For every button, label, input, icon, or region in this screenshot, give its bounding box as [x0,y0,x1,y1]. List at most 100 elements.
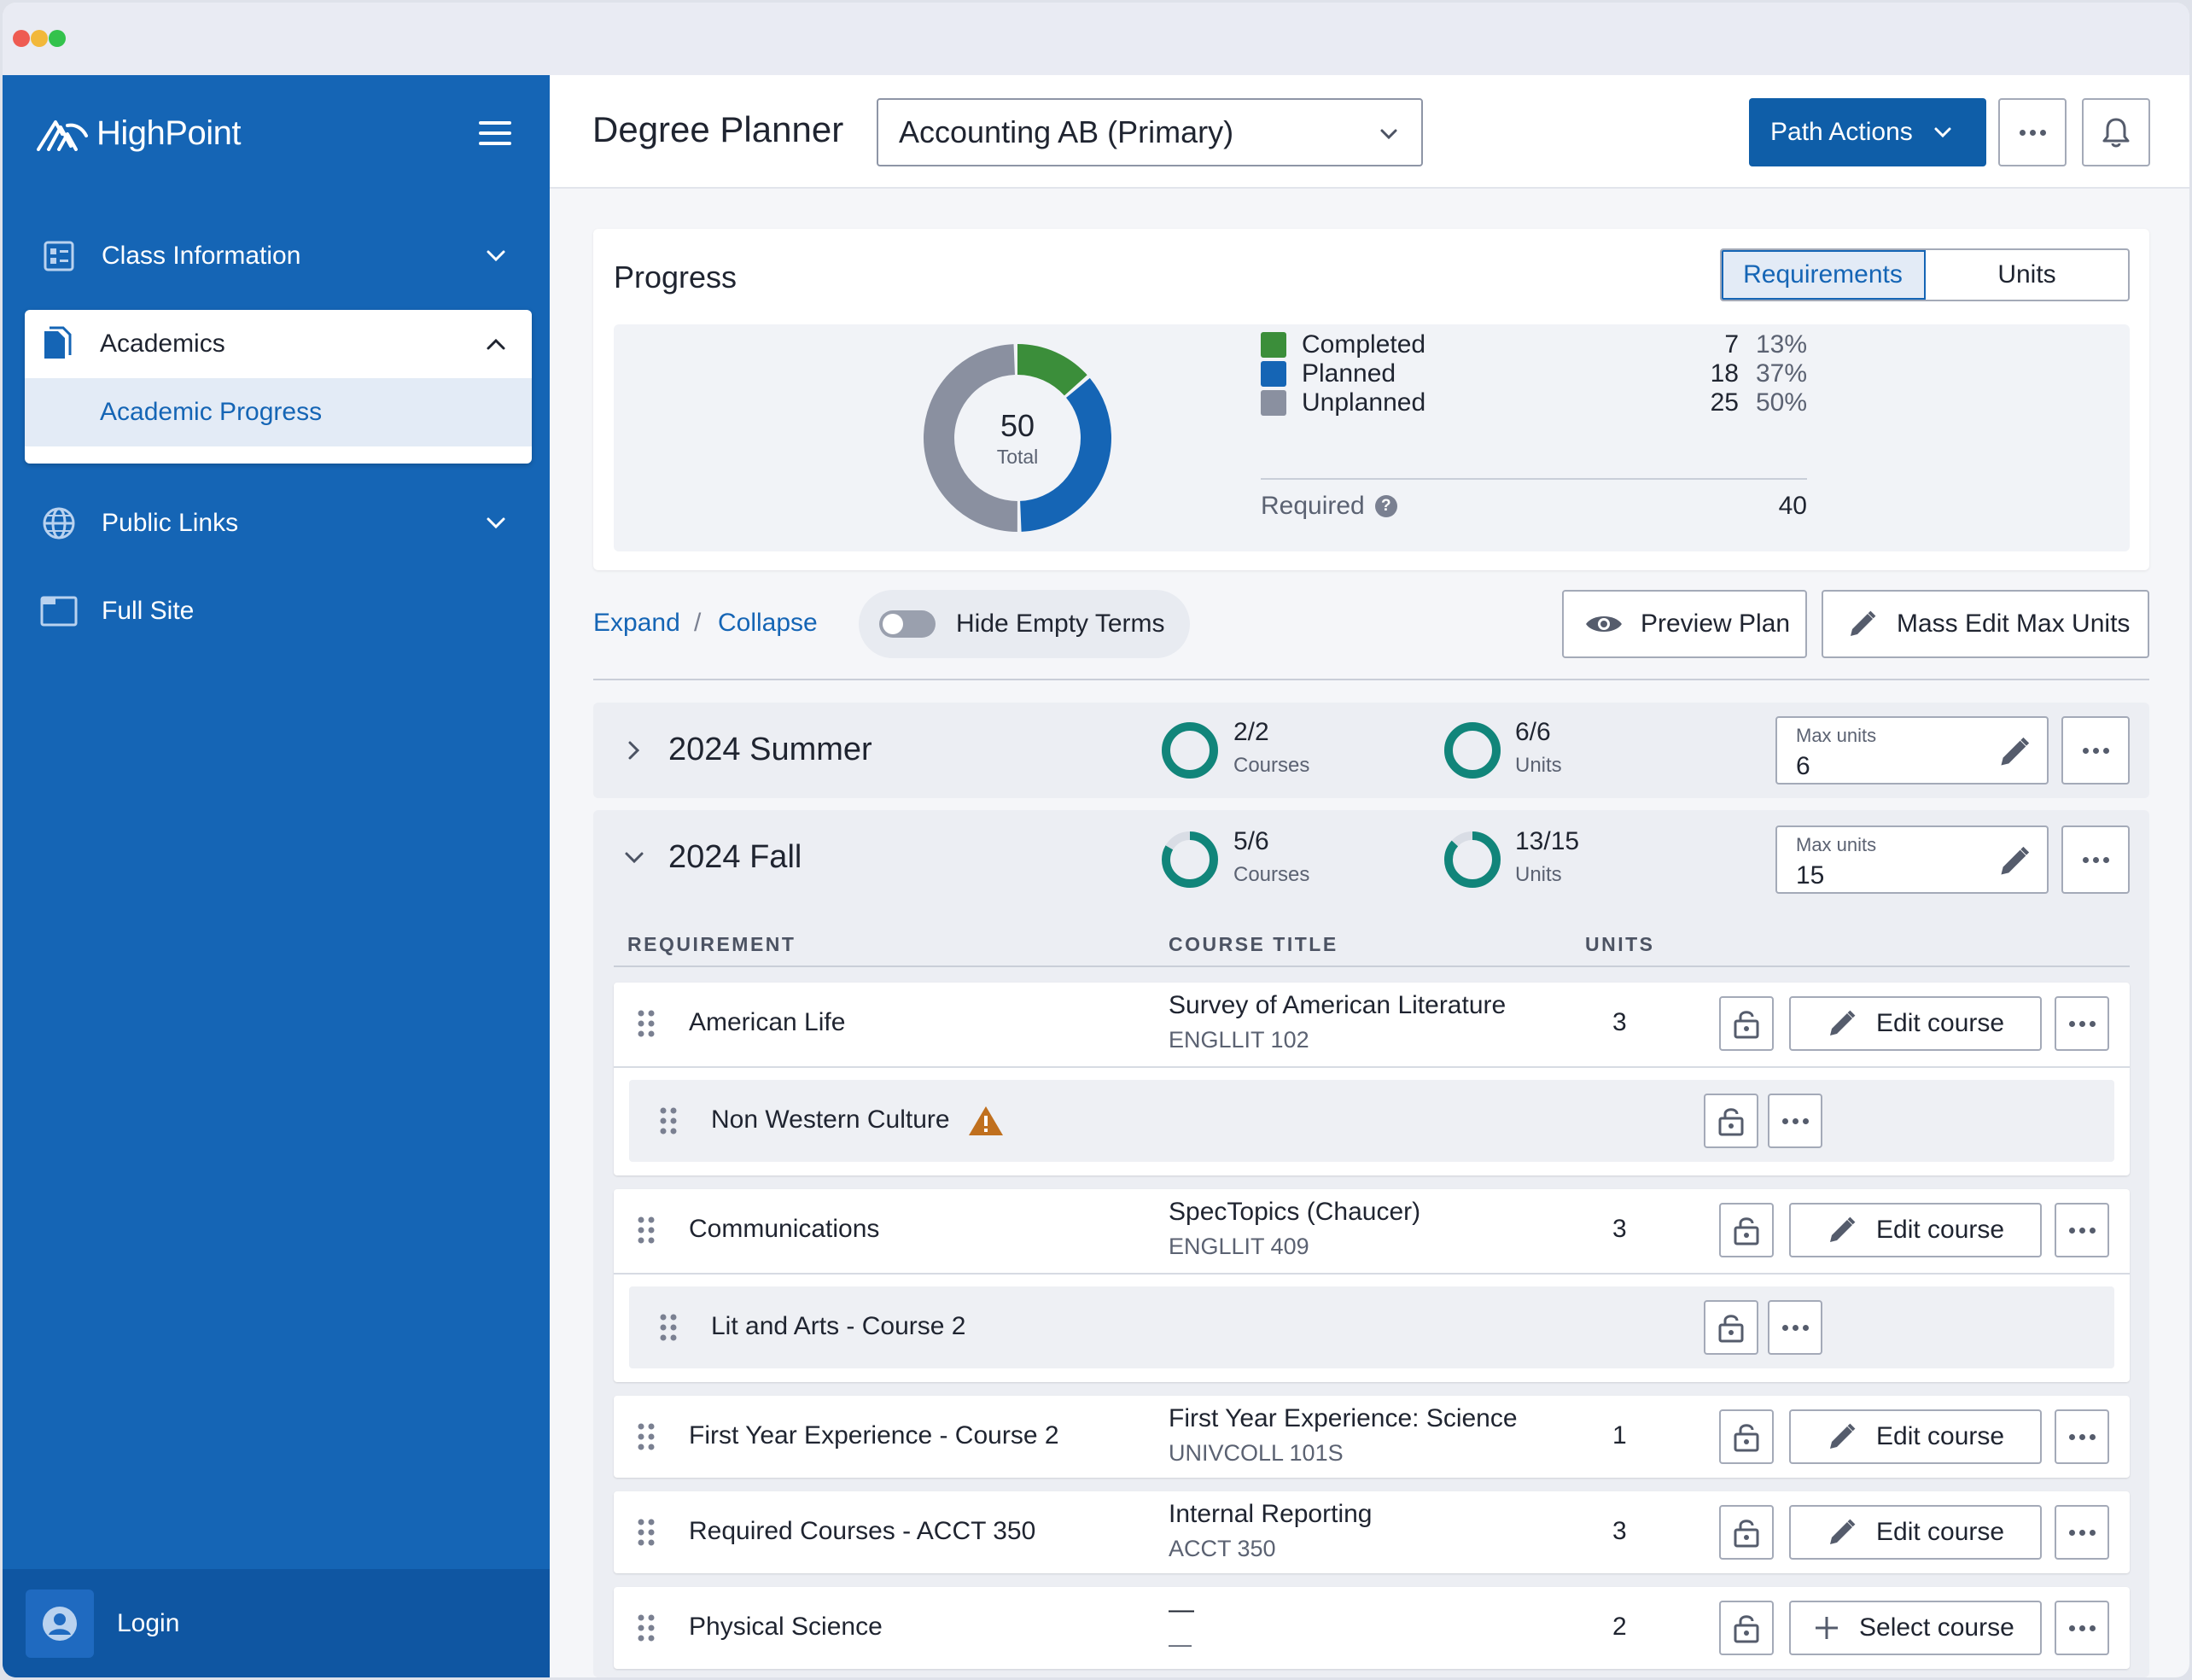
nav-academics-group: Academics Academic Progress [25,310,532,464]
requirement-name: Non Western Culture [711,1105,950,1134]
chevron-down-icon [487,250,505,262]
collapse-link[interactable]: Collapse [718,609,818,637]
pencil-icon[interactable] [1997,844,2032,878]
ellipsis-icon [2082,747,2109,754]
mass-edit-max-units-button[interactable]: Mass Edit Max Units [1822,590,2149,658]
term-more-button[interactable] [2061,716,2130,785]
nav-academic-progress[interactable]: Academic Progress [25,378,532,446]
pencil-icon[interactable] [1997,735,2032,769]
legend-name: Planned [1302,359,1396,388]
lock-button[interactable] [1719,996,1774,1051]
legend-percent: 13% [1755,330,1807,359]
login-bar[interactable]: Login [3,1569,550,1677]
toolbar-separator: / [694,609,702,637]
progress-donut-chart [924,344,1111,532]
donut-segment-unplanned [924,344,1111,532]
row-more-button[interactable] [2055,996,2109,1051]
requirement-group: Communications SpecTopics (Chaucer) ENGL… [614,1189,2130,1382]
edit-course-button[interactable]: Edit course [1789,996,2042,1051]
courses-progress-ring [1162,831,1218,888]
units-label: Units [1515,754,1562,777]
row-more-button[interactable] [2055,1505,2109,1560]
table-row: Lit and Arts - Course 2 [629,1286,2114,1368]
hide-empty-terms-toggle[interactable]: Hide Empty Terms [859,590,1190,658]
units-value: 2 [1612,1613,1627,1641]
requirement-group: Required Courses - ACCT 350 Internal Rep… [614,1491,2130,1573]
nav-public-links[interactable]: Public Links [26,489,532,557]
row-more-button[interactable] [2055,1409,2109,1464]
preview-plan-button[interactable]: Preview Plan [1562,590,1807,658]
lock-button[interactable] [1719,1505,1774,1560]
legend-swatch [1261,361,1286,387]
documents-icon [38,326,76,362]
drag-handle-icon[interactable] [636,1421,656,1452]
table-row: Physical Science — — 2 Select course [614,1587,2130,1669]
nav-academics[interactable]: Academics [25,310,532,378]
lock-button[interactable] [1719,1601,1774,1655]
lock-button[interactable] [1704,1094,1758,1148]
drag-handle-icon[interactable] [636,1613,656,1643]
max-units-field[interactable]: Max units 6 [1775,716,2049,785]
nav-academics-label: Academics [100,330,225,358]
term-more-button[interactable] [2061,825,2130,894]
plan-select[interactable]: Accounting AB (Primary) [877,98,1423,166]
drag-handle-icon[interactable] [658,1105,679,1136]
chevron-right-icon[interactable] [619,735,650,766]
column-header-course-title: COURSE TITLE [1169,933,1338,955]
close-window-dot[interactable] [13,30,30,47]
column-header-units: UNITS [1585,933,1655,955]
course-title: Internal Reporting [1169,1500,1373,1528]
toggle-switch[interactable] [879,610,936,638]
menu-icon[interactable] [479,121,511,145]
help-icon[interactable]: ? [1374,495,1397,517]
courses-count: 2/2 [1233,718,1269,746]
brand-name: HighPoint [96,114,241,152]
row-more-button[interactable] [1768,1094,1822,1148]
chevron-down-icon[interactable] [619,843,650,873]
edit-course-button[interactable]: Edit course [1789,1409,2042,1464]
bell-icon [2102,118,2130,148]
units-toggle[interactable]: Units [1997,260,2056,289]
required-value: 40 [1778,492,1807,520]
nav-full-site[interactable]: Full Site [26,577,532,645]
edit-course-button[interactable]: Edit course [1789,1203,2042,1257]
lock-button[interactable] [1719,1409,1774,1464]
expand-link[interactable]: Expand [593,609,680,637]
row-more-button[interactable] [2055,1203,2109,1257]
ellipsis-icon [2019,129,2046,136]
row-more-button[interactable] [2055,1601,2109,1655]
lock-open-icon [1718,1315,1744,1343]
notifications-button[interactable] [2082,98,2150,166]
max-units-field[interactable]: Max units 15 [1775,825,2049,894]
brand-logo[interactable]: HighPoint [37,114,241,153]
more-options-button[interactable] [1998,98,2067,166]
row-more-button[interactable] [1768,1300,1822,1355]
ellipsis-icon [2068,1227,2096,1234]
plus-icon [1816,1617,1838,1639]
page-title: Degree Planner [592,109,844,149]
total-label: Total [996,445,1039,468]
lock-open-icon [1734,1217,1759,1245]
maximize-window-dot[interactable] [49,30,66,47]
legend-planned: Planned 18 37% [1261,355,1807,393]
drag-handle-icon[interactable] [636,1215,656,1245]
drag-handle-icon[interactable] [636,1517,656,1548]
nav-class-information-label: Class Information [102,242,301,270]
legend-swatch [1261,390,1286,416]
drag-handle-icon[interactable] [636,1008,656,1039]
requirements-toggle[interactable]: Requirements [1722,250,1926,300]
lock-button[interactable] [1704,1300,1758,1355]
nav-class-information[interactable]: Class Information [26,222,532,290]
minimize-window-dot[interactable] [31,30,48,47]
edit-course-button[interactable]: Edit course [1789,1505,2042,1560]
globe-icon [40,505,78,542]
select-course-button[interactable]: Select course [1789,1601,2042,1655]
lock-button[interactable] [1719,1203,1774,1257]
user-icon [43,1606,77,1641]
term-row[interactable]: 2024 Summer 2/2 Courses 6/6 Units Max un… [593,703,2149,798]
term-title: 2024 Fall [668,839,802,875]
path-actions-button[interactable]: Path Actions [1749,98,1986,166]
ellipsis-icon [1781,1324,1809,1331]
total-value: 50 [1000,407,1035,443]
drag-handle-icon[interactable] [658,1312,679,1343]
